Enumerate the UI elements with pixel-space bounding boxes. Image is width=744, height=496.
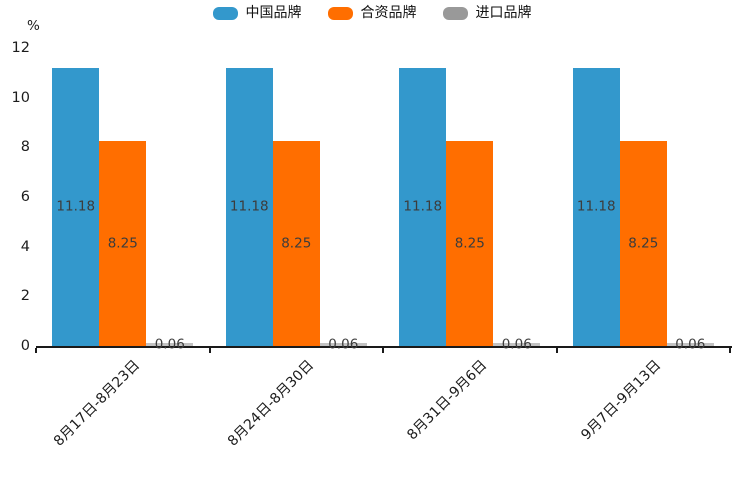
bar-value-label: 11.18 xyxy=(403,198,443,215)
bar-value-label: 11.18 xyxy=(576,198,616,215)
bar-value-label: 0.06 xyxy=(501,336,532,353)
x-axis-tick xyxy=(208,348,211,353)
legend-swatch-icon xyxy=(212,6,238,20)
x-category-label: 8月31日-9月6日 xyxy=(404,357,491,444)
bar-value-label: 0.06 xyxy=(675,336,706,353)
bar-合资品牌-3 xyxy=(619,141,667,346)
x-axis-tick xyxy=(555,348,558,353)
legend-label: 合资品牌 xyxy=(360,5,417,21)
legend-item-2: 进口品牌 xyxy=(442,5,532,21)
bar-进口品牌-2 xyxy=(493,343,541,346)
y-tick-label: 12 xyxy=(11,40,30,56)
bar-value-label: 0.06 xyxy=(154,336,185,353)
bar-进口品牌-1 xyxy=(319,343,367,346)
bar-合资品牌-2 xyxy=(446,141,494,346)
x-category-label: 9月7日-9月13日 xyxy=(577,357,664,444)
x-category-label: 8月17日-8月23日 xyxy=(51,357,144,450)
bar-value-label: 11.18 xyxy=(56,198,96,215)
x-axis-tick xyxy=(382,348,384,353)
bar-中国品牌-0 xyxy=(52,68,100,346)
bar-中国品牌-2 xyxy=(399,68,447,346)
legend-swatch-icon xyxy=(442,6,468,20)
y-tick-label: 4 xyxy=(20,238,30,255)
legend-item-0: 中国品牌 xyxy=(212,5,302,21)
x-axis-tick xyxy=(35,348,37,353)
x-category-label: 8月24日-8月30日 xyxy=(224,357,317,450)
y-tick-label: 0 xyxy=(20,338,30,354)
y-tick-label: 10 xyxy=(11,89,30,106)
y-tick-label: 8 xyxy=(20,139,30,156)
bar-合资品牌-0 xyxy=(99,141,147,346)
bar-value-label: 8.25 xyxy=(107,234,138,251)
bar-进口品牌-3 xyxy=(666,343,714,346)
x-axis-tick xyxy=(729,348,731,353)
bar-value-label: 8.25 xyxy=(628,234,659,251)
bar-中国品牌-3 xyxy=(572,68,620,346)
legend-label: 进口品牌 xyxy=(475,5,532,21)
bar-value-label: 8.25 xyxy=(281,234,312,251)
bar-value-label: 11.18 xyxy=(229,198,269,215)
bar-进口品牌-0 xyxy=(146,343,194,346)
bar-value-label: 8.25 xyxy=(454,234,485,251)
x-axis-line xyxy=(36,346,732,348)
legend-label: 中国品牌 xyxy=(245,5,302,21)
y-tick-label: 6 xyxy=(20,189,30,205)
y-axis-unit-label: % xyxy=(27,18,40,34)
bar-中国品牌-1 xyxy=(225,68,273,346)
bar-value-label: 0.06 xyxy=(328,336,359,353)
bar-合资品牌-1 xyxy=(272,141,320,346)
y-tick-label: 2 xyxy=(20,288,30,305)
legend-swatch-icon xyxy=(327,6,353,20)
legend-item-1: 合资品牌 xyxy=(327,5,417,21)
legend: 中国品牌 合资品牌 进口品牌 xyxy=(0,6,744,20)
